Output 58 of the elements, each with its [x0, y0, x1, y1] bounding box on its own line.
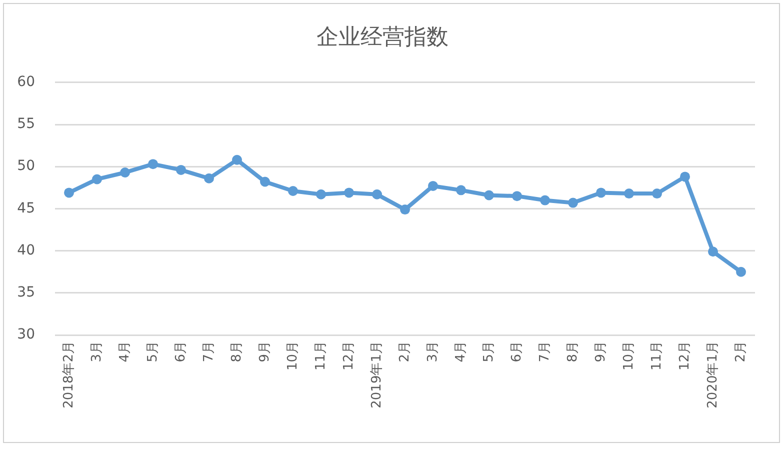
y-tick-label: 35 [17, 284, 35, 301]
x-tick-label: 6月 [173, 341, 188, 362]
x-tick-label: 6月 [509, 341, 524, 362]
point [372, 189, 382, 200]
point [344, 188, 354, 198]
point [400, 204, 410, 215]
x-tick-label: 2月 [397, 341, 412, 362]
point [708, 246, 718, 257]
y-tick-label: 45 [17, 200, 35, 216]
x-tick-label: 4月 [453, 341, 468, 362]
point [568, 198, 578, 208]
x-tick-label: 10月 [621, 341, 636, 371]
point [288, 186, 298, 196]
x-tick-label: 8月 [565, 341, 580, 362]
point [680, 172, 690, 182]
point [428, 180, 438, 191]
point [596, 188, 606, 198]
point [92, 174, 102, 184]
point [64, 188, 74, 198]
point [148, 159, 158, 170]
y-tick-label: 50 [17, 158, 35, 174]
x-tick-label: 12月 [341, 341, 356, 371]
x-tick-label: 12月 [677, 341, 692, 371]
point [232, 154, 242, 165]
x-tick-label: 2019年1月 [369, 341, 384, 408]
point [484, 190, 494, 200]
x-tick-label: 3月 [89, 341, 104, 362]
y-tick-label: 55 [17, 116, 35, 132]
x-tick-label: 5月 [481, 341, 496, 362]
point [316, 189, 326, 200]
point [120, 167, 130, 178]
x-tick-label: 7月 [201, 341, 216, 362]
x-tick-label: 10月 [285, 341, 300, 371]
point [624, 188, 634, 199]
x-tick-label: 8月 [229, 341, 244, 362]
x-tick-label: 2020年1月 [705, 341, 720, 408]
x-tick-label: 7月 [537, 341, 552, 362]
y-tick-label: 60 [17, 74, 35, 90]
x-tick-label: 2月 [733, 341, 748, 362]
point [456, 185, 466, 196]
point [652, 188, 662, 199]
y-tick-label: 30 [17, 326, 35, 343]
x-tick-label: 9月 [257, 341, 272, 362]
point [176, 164, 186, 175]
x-tick-label: 2018年2月 [61, 341, 76, 408]
point [512, 191, 522, 202]
x-tick-label: 9月 [593, 341, 608, 362]
x-tick-label: 4月 [117, 341, 132, 362]
y-tick-label: 40 [17, 242, 35, 258]
x-tick-label: 5月 [145, 341, 160, 362]
point [204, 173, 214, 184]
x-tick-label: 11月 [313, 341, 328, 371]
chart-title: 企业经营指数 [316, 24, 448, 50]
point [736, 266, 746, 277]
point [260, 176, 270, 187]
x-tick-label: 11月 [649, 341, 664, 371]
point [540, 195, 550, 206]
x-tick-label: 3月 [425, 341, 440, 362]
